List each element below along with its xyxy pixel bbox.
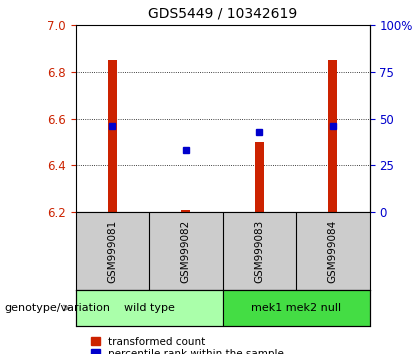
Text: GSM999081: GSM999081 (108, 220, 117, 283)
Text: GSM999084: GSM999084 (328, 220, 338, 283)
Legend: transformed count, percentile rank within the sample: transformed count, percentile rank withi… (89, 335, 286, 354)
Bar (255, 142, 264, 212)
Text: GSM999082: GSM999082 (181, 220, 191, 283)
Text: genotype/variation: genotype/variation (4, 303, 110, 313)
Bar (328, 60, 337, 212)
Text: GSM999083: GSM999083 (255, 220, 264, 283)
Bar (108, 60, 117, 212)
Bar (181, 210, 190, 212)
Bar (223, 290, 370, 326)
Text: wild type: wild type (123, 303, 175, 313)
Text: mek1 mek2 null: mek1 mek2 null (251, 303, 341, 313)
Bar (76, 290, 223, 326)
Title: GDS5449 / 10342619: GDS5449 / 10342619 (148, 7, 297, 21)
FancyArrowPatch shape (64, 306, 69, 310)
